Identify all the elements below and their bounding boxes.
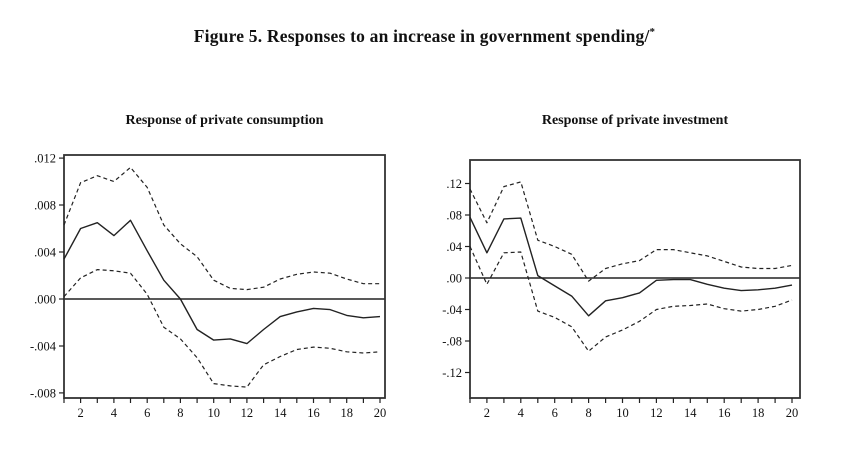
investment-plot-area: .12 .08 .04 .00 -.04 -.08 -.12 2 4 6 8 10 12 14 16 18 20 — [442, 159, 801, 420]
y-axis-tick-label: .00 — [446, 272, 462, 286]
x-axis-tick-label: 4 — [518, 406, 525, 420]
y-axis-tick-label: .008 — [34, 199, 56, 213]
y-axis-tick-label: -.08 — [442, 335, 462, 349]
plot-frame — [63, 154, 386, 399]
series-mean-line — [469, 216, 793, 317]
consumption-plot-area: .012 .008 .004 .000 -.004 -.008 2 4 6 8 10 12 14 16 18… — [30, 152, 387, 420]
x-axis-tick-label: 8 — [177, 406, 183, 420]
x-axis-tick-label: 20 — [374, 406, 387, 420]
y-axis-tick-label: -.004 — [30, 340, 57, 354]
x-axis-tick-label: 14 — [274, 406, 287, 420]
chart-private-consumption: Response of private consumption .012 .008… — [28, 103, 408, 443]
y-axis-tick-label: -.008 — [30, 386, 56, 400]
series-mean-line — [63, 219, 381, 345]
chart-private-investment: Response of private investment .12 .08 .04… — [430, 103, 830, 443]
series-lower-band-line — [63, 269, 381, 388]
series-upper-band-line — [469, 181, 793, 282]
x-axis-tick-label: 8 — [585, 406, 591, 420]
x-axis-tick-label: 10 — [207, 406, 220, 420]
y-axis-tick-label: .04 — [446, 240, 462, 254]
figure-title-text: Figure 5. Responses to an increase in go… — [193, 26, 650, 46]
series-upper-band-line — [63, 166, 380, 291]
x-axis-tick-label: 2 — [77, 406, 83, 420]
plot-frame — [469, 159, 801, 399]
x-axis-tick-label: 10 — [616, 406, 629, 420]
x-axis-tick-label: 12 — [241, 406, 254, 420]
x-axis-tick-label: 2 — [484, 406, 490, 420]
x-axis-tick-label: 16 — [307, 406, 320, 420]
y-axis-tick-label: .004 — [34, 246, 57, 260]
x-axis-tick-label: 4 — [111, 406, 118, 420]
x-axis-tick-label: 14 — [684, 406, 697, 420]
series-lower-band-line — [469, 246, 793, 352]
x-axis-tick-label: 20 — [786, 406, 799, 420]
x-axis-tick-label: 18 — [752, 406, 765, 420]
y-axis-tick-label: -.12 — [442, 366, 462, 380]
chart-title-consumption: Response of private consumption — [125, 113, 324, 128]
x-axis-tick-label: 16 — [718, 406, 731, 420]
footnote-marker-icon: * — [649, 26, 656, 39]
chart-title-investment: Response of private investment — [541, 113, 729, 128]
y-axis-tick-label: .000 — [34, 293, 56, 307]
y-axis-tick-label: -.04 — [442, 303, 463, 317]
figure-title: Figure 5. Responses to an increase in go… — [0, 26, 849, 47]
x-axis-tick-label: 6 — [552, 406, 558, 420]
y-axis-tick-label: .012 — [34, 152, 56, 166]
x-axis-tick-label: 12 — [650, 406, 663, 420]
y-axis-tick-label: .08 — [446, 209, 462, 223]
y-axis-tick-label: .12 — [446, 177, 462, 191]
x-axis-tick-label: 18 — [340, 406, 353, 420]
x-axis-tick-label: 6 — [144, 406, 150, 420]
